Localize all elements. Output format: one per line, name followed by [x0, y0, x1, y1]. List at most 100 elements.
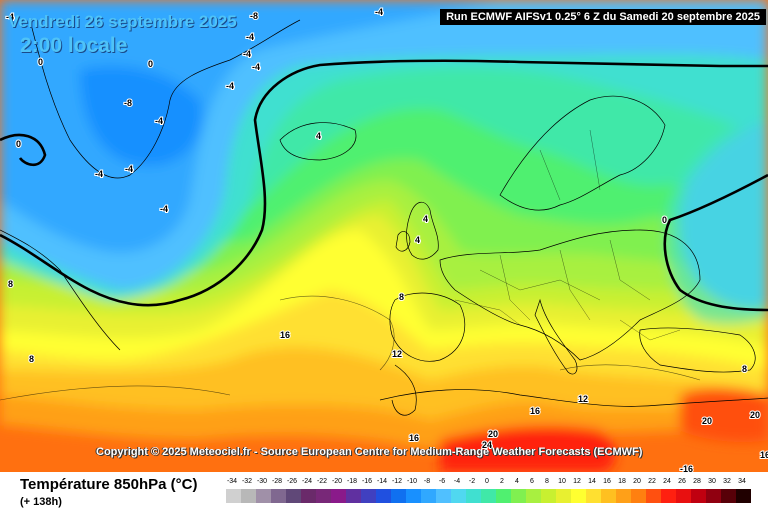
scale-swatch — [286, 489, 301, 503]
scale-tick-label: -26 — [286, 478, 298, 485]
scale-tick-label: -24 — [301, 478, 313, 485]
forecast-time: 2:00 locale — [20, 34, 128, 57]
italy-coast — [534, 298, 578, 375]
scale-tick-label: -14 — [376, 478, 388, 485]
scale-swatch — [436, 489, 451, 503]
contour-label: 0 — [662, 215, 667, 225]
contour-label: 20 — [702, 416, 712, 426]
coastlines — [0, 19, 768, 416]
africa-coast — [379, 389, 768, 407]
scale-swatch — [706, 489, 721, 503]
contour-label: -8 — [250, 11, 258, 21]
contour-label: 16 — [409, 433, 419, 443]
scale-tick-label: 16 — [603, 478, 611, 485]
scale-swatch — [601, 489, 616, 503]
scale-tick-label: -10 — [406, 478, 418, 485]
lead-time-label: (+ 138h) — [20, 496, 62, 508]
ireland-coast — [395, 231, 411, 252]
scale-tick-label: 4 — [515, 478, 519, 485]
scale-tick-label: -8 — [423, 478, 431, 485]
contour-label: -4 — [226, 81, 234, 91]
fill-east-cold2 — [666, 110, 768, 325]
scandinavia-coast — [499, 95, 666, 211]
contour-label: 16 — [760, 450, 768, 460]
contour-label: -4 — [246, 32, 254, 42]
contour-label: 8 — [8, 279, 13, 289]
contour-label: 12 — [578, 394, 588, 404]
scale-swatch — [631, 489, 646, 503]
scale-tick-label: 24 — [663, 478, 671, 485]
contour-label: 20 — [488, 429, 498, 439]
scale-swatch — [451, 489, 466, 503]
copyright-text: Copyright © 2025 Meteociel.fr - Source E… — [96, 446, 643, 458]
scale-swatch — [526, 489, 541, 503]
model-run-label: Run ECMWF AIFSv1 0.25° 6 Z du Samedi 20 … — [440, 9, 766, 25]
fill-saharan-hot — [440, 425, 615, 472]
contour-label: 4 — [316, 131, 321, 141]
scale-swatch — [256, 489, 271, 503]
scale-swatch — [586, 489, 601, 503]
scale-tick-label: 6 — [530, 478, 534, 485]
map-canvas: -4 -8 -4 0 -4 -4 -4 0 -4 -8 -4 0 -4 -4 4… — [0, 0, 768, 472]
greenland-coast — [29, 19, 301, 179]
contour-label: 16 — [280, 330, 290, 340]
scale-tick-label: -34 — [226, 478, 238, 485]
contour-label: 16 — [530, 406, 540, 416]
scale-tick-label: 12 — [573, 478, 581, 485]
scale-swatch — [346, 489, 361, 503]
scale-tick-label: 20 — [633, 478, 641, 485]
contour-label: -4 — [95, 169, 103, 179]
contour-label: -4 — [155, 116, 163, 126]
contour-label: 4 — [423, 214, 428, 224]
scale-swatch — [301, 489, 316, 503]
contour-label: -4 — [252, 62, 260, 72]
scale-tick-label: -12 — [391, 478, 403, 485]
fill-turkey-hot — [680, 387, 768, 442]
scale-tick-label: 2 — [500, 478, 504, 485]
scale-tick-label: -28 — [271, 478, 283, 485]
scale-tick-label: 28 — [693, 478, 701, 485]
zero-isotherm — [0, 59, 768, 312]
fill-neg8 — [80, 66, 202, 166]
uk-coast — [406, 202, 439, 260]
scale-swatch — [721, 489, 736, 503]
contour-label: -4 — [243, 49, 251, 59]
scale-tick-label: -20 — [331, 478, 343, 485]
contour-label: -4 — [375, 7, 383, 17]
scale-swatch — [331, 489, 346, 503]
scale-swatch — [481, 489, 496, 503]
contour-label: -4 — [6, 12, 14, 22]
contour-label: -4 — [125, 164, 133, 174]
scale-tick-label: 0 — [485, 478, 489, 485]
scale-swatch — [496, 489, 511, 503]
scale-tick-label: 8 — [545, 478, 549, 485]
scale-swatch — [391, 489, 406, 503]
contour-label: 12 — [392, 349, 402, 359]
scale-swatch — [316, 489, 331, 503]
temperature-map: -4 -8 -4 0 -4 -4 -4 0 -4 -8 -4 0 -4 -4 4… — [0, 0, 768, 472]
contour-label: 8 — [399, 292, 404, 302]
canada-coast — [0, 229, 121, 351]
scale-tick-label: -30 — [256, 478, 268, 485]
scale-tick-label: 32 — [723, 478, 731, 485]
parameter-label: Température 850hPa (°C) — [20, 476, 198, 493]
scale-swatch — [556, 489, 571, 503]
scale-swatch — [361, 489, 376, 503]
scale-tick-label: 22 — [648, 478, 656, 485]
scale-swatch — [421, 489, 436, 503]
contour-label: 4 — [415, 235, 420, 245]
scale-tick-label: -22 — [316, 478, 328, 485]
scale-tick-label: -6 — [438, 478, 446, 485]
scale-swatch — [541, 489, 556, 503]
scale-swatch — [661, 489, 676, 503]
scale-swatch — [466, 489, 481, 503]
contour-label: 8 — [742, 364, 747, 374]
scale-swatch — [616, 489, 631, 503]
scale-tick-label: 10 — [558, 478, 566, 485]
contour-label: 0 — [38, 57, 43, 67]
iberia-coast — [389, 292, 466, 362]
contour-label: 24 — [482, 440, 492, 450]
scale-tick-label: 14 — [588, 478, 596, 485]
forecast-date: Vendredi 26 septembre 2025 — [8, 12, 237, 31]
morocco-coast — [391, 364, 417, 416]
